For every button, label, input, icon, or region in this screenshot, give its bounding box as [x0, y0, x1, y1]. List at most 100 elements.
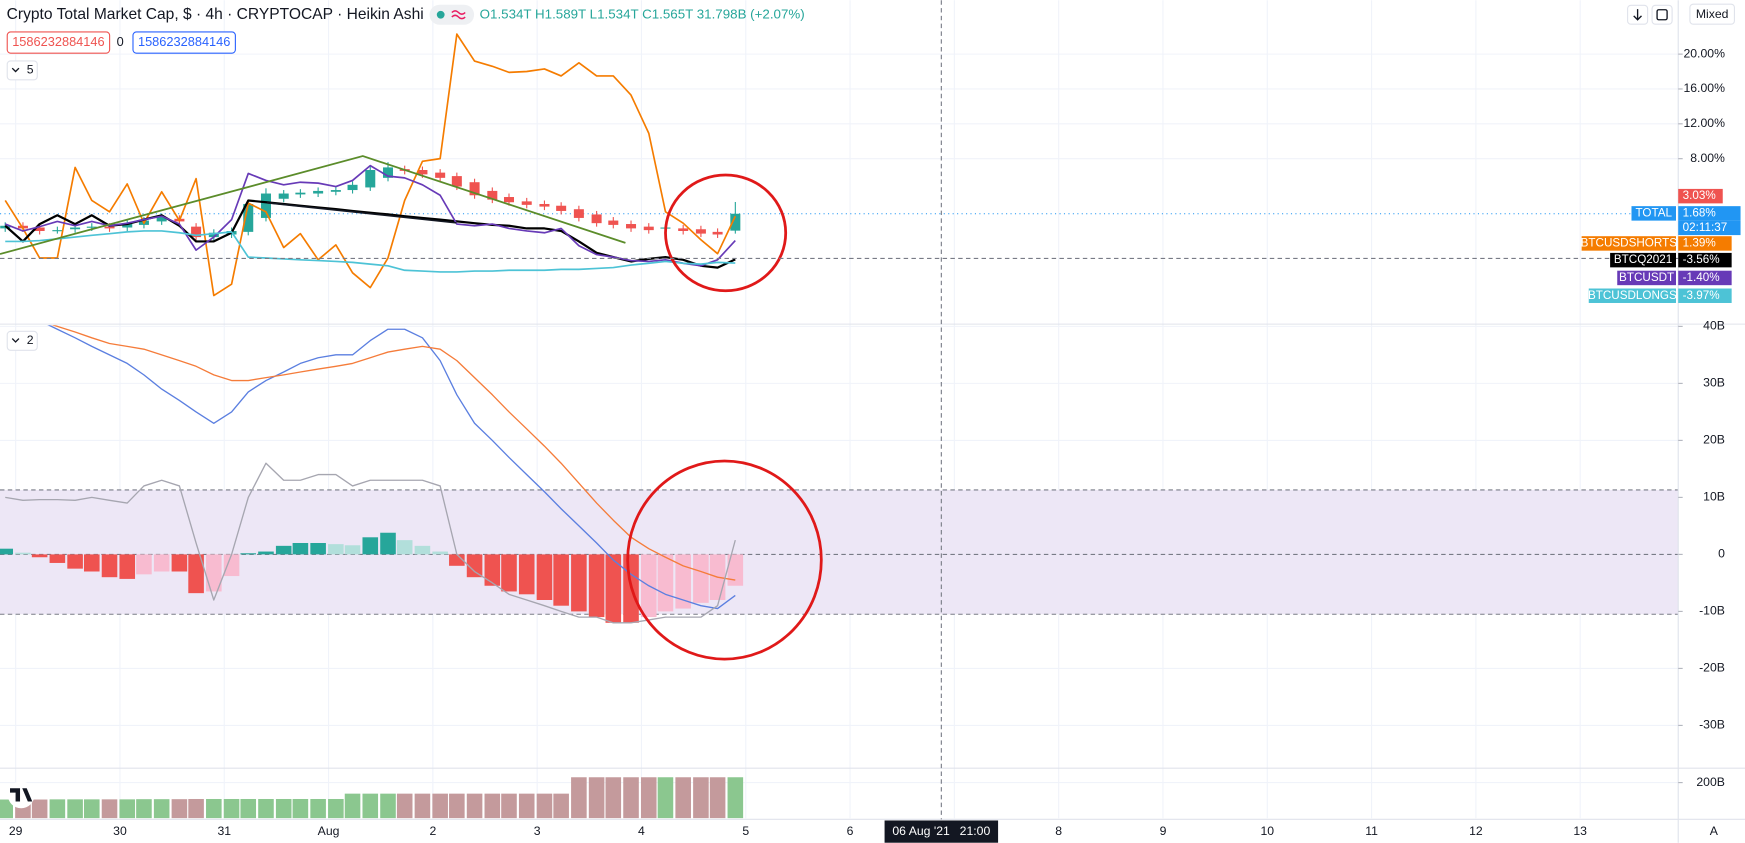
histogram-bar	[31, 554, 48, 558]
volume-bar	[67, 799, 83, 819]
volume-bar	[536, 793, 553, 819]
volume-bar	[380, 793, 396, 819]
logo	[7, 781, 35, 809]
volume-bar	[275, 798, 292, 819]
volume-bar	[292, 798, 309, 819]
series-last-label: -1.40%	[1683, 271, 1720, 284]
candle-body	[52, 230, 63, 232]
series-line	[4, 33, 737, 297]
y-tick-label: 200B	[1696, 775, 1725, 789]
histogram-bar	[206, 554, 222, 592]
highlight-circle	[626, 459, 823, 661]
indicator-line	[5, 462, 736, 624]
status-pill[interactable]	[429, 4, 475, 25]
series-line	[5, 230, 736, 273]
x-tick-label: 6	[847, 824, 854, 838]
volume-bar	[153, 799, 170, 819]
trend-line[interactable]	[267, 202, 457, 224]
y-tick-label: 8.00%	[1690, 151, 1725, 165]
x-tick-label: Aug	[318, 824, 340, 838]
candle-body	[695, 229, 706, 234]
candle-body	[626, 224, 637, 229]
volume-bar	[484, 793, 501, 819]
series-last-label-box	[1678, 270, 1732, 286]
histogram-bar	[136, 554, 152, 575]
indicator-count: 5	[27, 63, 34, 77]
indicator-line	[51, 325, 736, 581]
candle-body	[451, 176, 462, 187]
candle-body	[295, 192, 306, 195]
candle-body	[365, 170, 376, 188]
volume-bar	[31, 799, 48, 819]
histogram-bar	[153, 554, 170, 572]
trend-line[interactable]	[0, 155, 626, 255]
series-last-label: -3.97%	[1683, 289, 1720, 302]
histogram-bar	[292, 542, 309, 555]
candle-body	[330, 190, 341, 192]
histogram-bar	[675, 554, 691, 609]
volume-bar	[588, 777, 605, 819]
histogram-bar	[588, 554, 605, 618]
candle-body	[313, 190, 324, 194]
histogram-bar	[484, 554, 501, 586]
chevron	[11, 67, 20, 73]
candle-body	[260, 193, 271, 218]
indicator-toggle[interactable]	[6, 330, 38, 351]
series-name-box	[1581, 236, 1677, 251]
volume-bar	[49, 799, 66, 819]
data-layer	[0, 33, 1679, 819]
x-tick-label: 29	[9, 824, 23, 838]
y-tick-label: -30B	[1699, 718, 1725, 732]
histogram-bar	[432, 551, 448, 555]
volume-bar	[310, 798, 326, 819]
histogram-bar	[553, 554, 569, 606]
y-tick-label: -10B	[1699, 604, 1725, 618]
volume-bar	[432, 793, 448, 819]
series-name: TOTAL	[1635, 206, 1672, 219]
volume-bar	[223, 798, 240, 819]
x-tick-label: 3	[534, 824, 541, 838]
histogram-bar	[101, 554, 118, 578]
candle-body	[730, 213, 741, 231]
x-tick-label: 31	[217, 824, 231, 838]
candle-body	[382, 167, 394, 178]
histogram-bar	[0, 548, 14, 555]
histogram-bar	[15, 552, 31, 555]
sell-price: 1586232884146	[12, 34, 104, 49]
volume-bar	[466, 793, 483, 819]
y-tick-label: 0	[1718, 547, 1725, 561]
volume-bar	[623, 777, 639, 819]
crosshair-label-box	[884, 820, 999, 843]
auto-scale[interactable]: A	[1710, 824, 1719, 838]
x-tick-label: 8	[1055, 824, 1062, 838]
buy-button[interactable]	[132, 31, 236, 54]
volume-bar	[693, 777, 709, 819]
candle-body	[243, 203, 254, 232]
volume-bar	[188, 798, 204, 819]
sell-button[interactable]	[6, 31, 111, 54]
x-tick-label: 11	[1365, 824, 1378, 838]
candle-body	[608, 220, 619, 225]
y-tick-label: -20B	[1699, 661, 1725, 675]
x-tick-label: 12	[1469, 824, 1483, 838]
candle-body	[487, 190, 498, 200]
candle-body	[712, 231, 723, 235]
histogram-bar	[693, 554, 709, 603]
last-price-label-box	[1678, 206, 1741, 221]
histogram-bar	[449, 554, 465, 566]
chart-title: Crypto Total Market Cap, $ · 4h · CRYPTO…	[7, 6, 424, 23]
series-name-box	[1617, 270, 1677, 286]
series-last-label: 1.39%	[1683, 237, 1716, 250]
volume-bar	[258, 798, 274, 819]
maximize-button[interactable]	[1651, 4, 1673, 25]
crosshair-time: 21:00	[960, 824, 991, 838]
volume-bar	[501, 793, 517, 819]
histogram-bar	[518, 554, 535, 595]
series-last-label-box	[1678, 236, 1732, 251]
volume-bar	[727, 777, 744, 819]
x-tick-label: 2	[429, 824, 436, 838]
scale-mode-button[interactable]	[1689, 3, 1735, 25]
indicator-toggle[interactable]	[6, 60, 38, 81]
